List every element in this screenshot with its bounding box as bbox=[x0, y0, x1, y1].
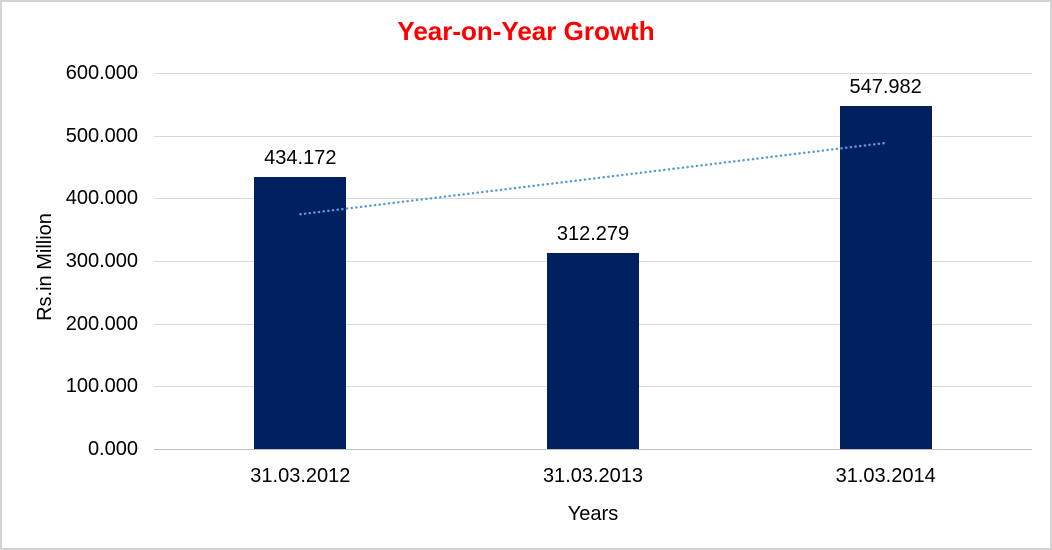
y-tick-label: 200.000 bbox=[65, 312, 138, 335]
bar bbox=[547, 253, 639, 449]
x-category-label: 31.03.2013 bbox=[542, 465, 644, 487]
chart-title: Year-on-Year Growth bbox=[397, 16, 655, 46]
y-tick-label: 300.000 bbox=[65, 250, 138, 272]
bar-value-label: 434.172 bbox=[264, 146, 337, 169]
gridline bbox=[154, 135, 1032, 137]
x-category-label: 31.03.2012 bbox=[250, 465, 351, 487]
gridline bbox=[154, 449, 1032, 450]
y-tick-label: 0.000 bbox=[87, 438, 138, 460]
bar-value-label: 547.982 bbox=[849, 75, 922, 98]
x-category-label: 31.03.2014 bbox=[835, 465, 936, 487]
y-tick-label: 400.000 bbox=[65, 187, 138, 210]
bar bbox=[254, 176, 347, 449]
bar-value-label: 312.279 bbox=[556, 223, 630, 246]
plot-area: 434.172 312.279 547.982 bbox=[154, 73, 1032, 450]
y-tick-label: 600.000 bbox=[65, 62, 138, 84]
gridline bbox=[154, 73, 1032, 74]
x-axis-title: Years bbox=[567, 503, 619, 525]
y-tick-label: 500.000 bbox=[65, 124, 138, 147]
y-tick-label: 100.000 bbox=[65, 375, 138, 398]
bar bbox=[839, 105, 932, 449]
